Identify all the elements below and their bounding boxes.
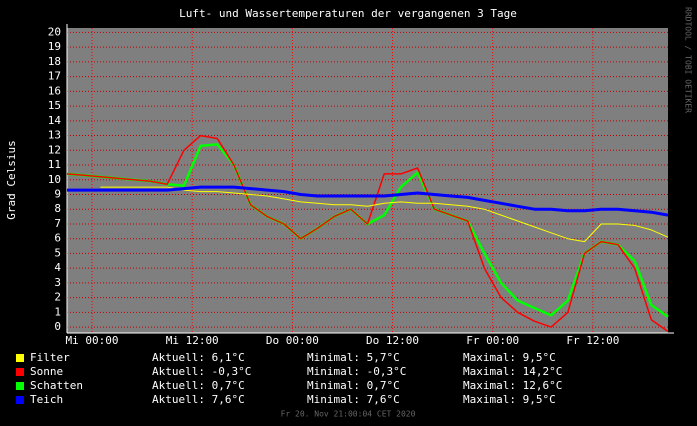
y-tick-label: 2	[54, 291, 61, 304]
y-tick-label: 16	[48, 84, 61, 97]
legend-stat: Maximal: 9,5°C	[463, 393, 556, 406]
y-tick-label: 12	[48, 143, 61, 156]
series-line	[66, 134, 669, 333]
x-tick-label: Do 12:00	[366, 334, 419, 347]
series-line	[100, 186, 669, 243]
legend-swatch	[16, 396, 24, 404]
legend-label: Schatten	[30, 379, 83, 392]
y-tick-label: 5	[54, 246, 61, 259]
y-tick-label: 3	[54, 276, 61, 289]
y-axis-label: Grad Celsius	[5, 140, 18, 219]
y-tick-label: 14	[48, 114, 62, 127]
y-tick-label: 15	[48, 99, 61, 112]
x-tick-label: Do 00:00	[266, 334, 319, 347]
legend-stat: Minimal: 5,7°C	[307, 351, 400, 364]
legend-stat: Maximal: 12,6°C	[463, 379, 562, 392]
legend-stat: Maximal: 9,5°C	[463, 351, 556, 364]
legend-stat: Aktuell: -0,3°C	[152, 365, 251, 378]
y-tick-label: 20	[48, 25, 61, 38]
y-tick-label: 19	[48, 40, 61, 53]
legend-label: Filter	[30, 351, 70, 364]
legend-stat: Aktuell: 0,7°C	[152, 379, 245, 392]
legend-swatch	[16, 382, 24, 390]
y-tick-label: 4	[54, 261, 61, 274]
y-tick-label: 1	[54, 305, 61, 318]
x-tick-label: Fr 00:00	[466, 334, 519, 347]
y-tick-label: 9	[54, 187, 61, 200]
legend-stat: Minimal: 7,6°C	[307, 393, 400, 406]
y-tick-label: 17	[48, 70, 61, 83]
y-tick-label: 10	[48, 173, 61, 186]
series-line	[67, 185, 669, 217]
y-tick-label: 18	[48, 55, 61, 68]
legend-stat: Minimal: 0,7°C	[307, 379, 400, 392]
y-tick-label: 11	[48, 158, 61, 171]
x-tick-label: Mi 00:00	[66, 334, 119, 347]
chart-title: Luft- und Wassertemperaturen der vergang…	[179, 7, 517, 20]
legend-label: Teich	[30, 393, 63, 406]
legend-swatch	[16, 368, 24, 376]
y-tick-label: 8	[54, 202, 61, 215]
timestamp: Fr 20. Nov 21:00:04 CET 2020	[281, 410, 416, 419]
x-tick-label: Fr 12:00	[566, 334, 619, 347]
legend-stat: Aktuell: 6,1°C	[152, 351, 245, 364]
y-tick-label: 6	[54, 232, 61, 245]
legend-label: Sonne	[30, 365, 63, 378]
legend-stat: Minimal: -0,3°C	[307, 365, 406, 378]
legend-swatch	[16, 354, 24, 362]
plot-area	[67, 28, 668, 333]
y-tick-label: 7	[54, 217, 61, 230]
legend-stat: Aktuell: 7,6°C	[152, 393, 245, 406]
y-tick-label: 0	[54, 320, 61, 333]
legend-stat: Maximal: 14,2°C	[463, 365, 562, 378]
side-note: RRDTOOL / TOBI OETIKER	[684, 7, 693, 113]
y-tick-label: 13	[48, 129, 61, 142]
x-tick-label: Mi 12:00	[166, 334, 219, 347]
